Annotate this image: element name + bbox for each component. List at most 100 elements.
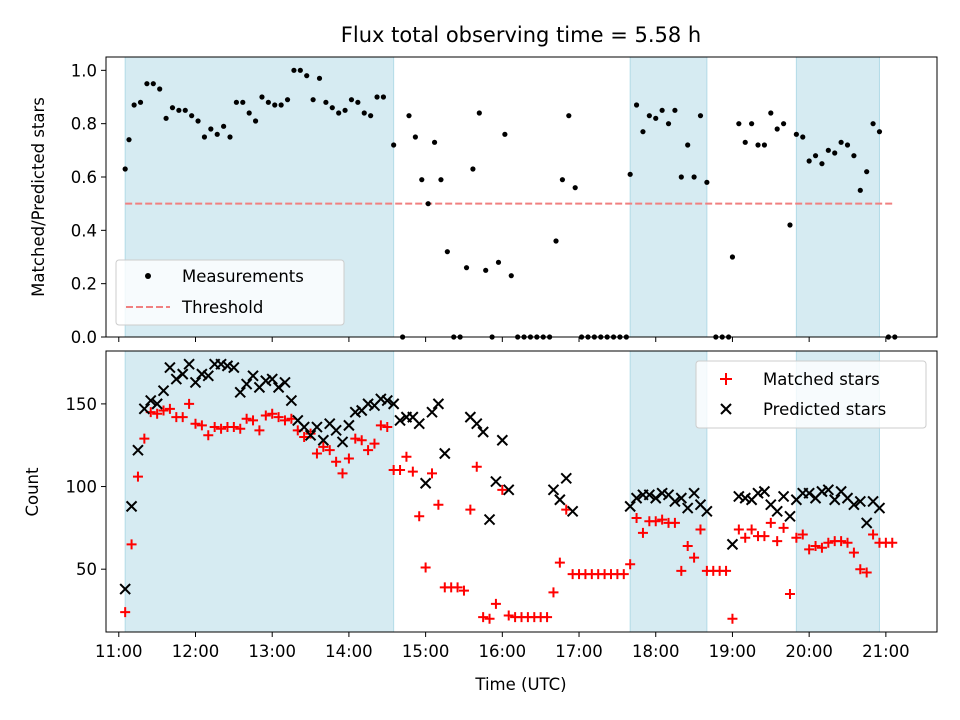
measurement-point (272, 102, 278, 108)
x-tick-label: 18:00 (632, 642, 680, 661)
measurement-point (163, 115, 169, 121)
measurement-point (316, 75, 323, 81)
predicted-stars-point (643, 489, 656, 501)
matched-stars-point (503, 610, 514, 621)
matched-stars-point (490, 598, 501, 609)
top-y-tick-label: 1.0 (71, 61, 97, 80)
predicted-stars-point (279, 376, 291, 389)
measurement-point (342, 107, 348, 113)
predicted-stars-point (701, 505, 713, 518)
matched-stars-point (740, 532, 751, 543)
predicted-stars-point (336, 436, 349, 448)
measurement-point (336, 110, 342, 116)
predicted-stars-point (234, 386, 246, 399)
measurement-point (348, 97, 355, 103)
matched-stars-point (784, 588, 795, 599)
measurement-point (355, 99, 361, 105)
measurement-point (208, 126, 214, 132)
measurement-point (189, 113, 195, 119)
matched-stars-point (427, 468, 438, 479)
predicted-stars-point (483, 513, 496, 526)
matched-stars-point (746, 524, 757, 535)
measurement-point (259, 94, 265, 100)
matched-stars-point (631, 512, 642, 523)
legend-bottom-frame (695, 360, 927, 429)
predicted-stars-point (560, 472, 572, 484)
matched-stars-point (228, 422, 239, 433)
measurement-point (323, 99, 329, 105)
matched-stars-point (190, 418, 201, 429)
top-y-tick-label: 0.4 (71, 221, 97, 240)
measurement-point (685, 142, 691, 148)
measurement-point (304, 73, 310, 79)
legend-bottom: Matched stars Predicted stars (695, 360, 927, 429)
matched-stars-point (657, 514, 668, 525)
matched-stars-point (350, 433, 361, 444)
predicted-stars-point (758, 485, 771, 498)
matched-stars-point (695, 524, 706, 535)
legend-top-frame (115, 259, 345, 326)
matched-stars-point (267, 408, 278, 419)
matched-stars-point (772, 536, 783, 547)
measurement-point (361, 110, 367, 116)
predicted-stars-point (490, 475, 502, 488)
measurement-point (559, 177, 566, 183)
measurement-point (406, 113, 412, 119)
measurement-point (566, 113, 572, 119)
measurement-point (157, 86, 163, 92)
matched-stars-point (778, 522, 789, 533)
measurement-point (284, 97, 291, 103)
x-axis-label: Time (UTC) (474, 675, 566, 694)
predicted-stars-point (381, 394, 393, 407)
measurement-point (278, 102, 284, 108)
legend-top: Measurements Threshold (115, 259, 345, 326)
top-panel: 0.0 0.2 0.4 0.6 0.8 1.0 (71, 56, 938, 347)
measurement-point (291, 67, 297, 73)
measurement-point (768, 110, 774, 116)
measurement-point (297, 67, 303, 73)
measurement-point (419, 177, 425, 183)
measurement-point (704, 179, 710, 185)
measurement-point (659, 107, 665, 113)
measurement-point (508, 273, 514, 279)
bottom-y-axis-label: Count (23, 467, 42, 517)
matched-stars-point (797, 529, 808, 540)
matched-stars-point (669, 517, 680, 528)
measurement-point (742, 139, 748, 145)
matched-stars-point (554, 557, 565, 568)
measurement-point (572, 185, 578, 191)
matched-stars-point (216, 423, 227, 434)
x-tick-label: 19:00 (709, 642, 757, 661)
matched-stars-point (471, 461, 482, 472)
matched-stars-point (887, 537, 898, 548)
legend-predicted-marker (720, 403, 732, 415)
predicted-stars-point (477, 426, 489, 438)
predicted-stars-point (873, 502, 886, 514)
measurement-point (201, 134, 208, 140)
measurement-point (131, 102, 137, 108)
measurement-point (150, 81, 156, 87)
predicted-stars-point (624, 500, 636, 513)
measurement-point (832, 150, 838, 156)
matched-stars-point (407, 466, 418, 477)
matched-stars-point (618, 569, 629, 580)
matched-stars-point (682, 541, 693, 552)
measurement-point (851, 153, 857, 159)
predicted-stars-point (125, 500, 138, 513)
matched-stars-point (727, 613, 738, 624)
x-tick-label: 11:00 (95, 642, 143, 661)
measurement-point (502, 131, 508, 137)
matched-stars-point (318, 441, 329, 452)
measurement-point (329, 105, 335, 111)
measurement-point (812, 153, 819, 159)
matched-stars-point (721, 565, 732, 576)
measurement-point (800, 134, 806, 140)
measurement-point (265, 99, 271, 105)
matched-stars-point (452, 582, 463, 593)
predicted-stars-point (848, 499, 860, 511)
matched-stars-point (343, 453, 354, 464)
matched-stars-point (625, 559, 636, 570)
measurement-point (144, 81, 150, 87)
matched-stars-point (823, 537, 834, 548)
matched-stars-point (791, 532, 802, 543)
